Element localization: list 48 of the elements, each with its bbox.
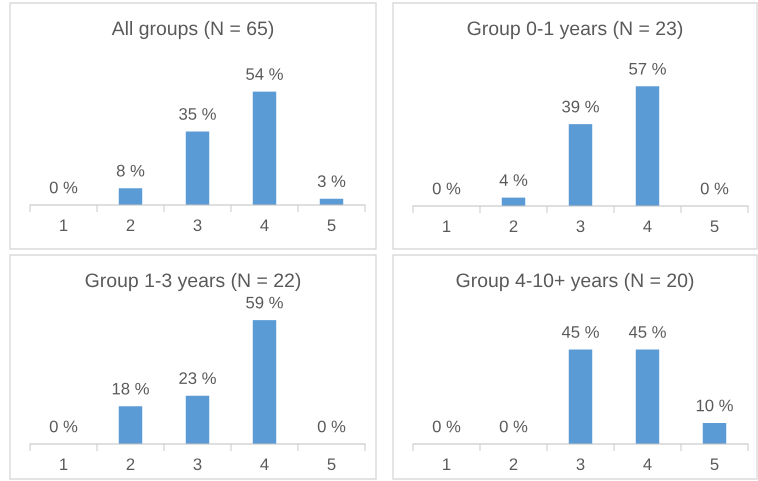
data-label: 23 %	[179, 372, 216, 384]
x-tick-label: 1	[60, 458, 68, 470]
x-tick-label: 4	[643, 458, 652, 470]
data-label: 0 %	[50, 420, 78, 432]
x-tick-label: 2	[510, 220, 518, 232]
x-tick-label: 5	[328, 458, 336, 470]
x-tick-label: 3	[576, 458, 584, 470]
x-tick-label: 1	[443, 458, 450, 470]
chart-title: All groups (N = 65)	[112, 20, 274, 40]
x-tick-label: 4	[260, 220, 269, 231]
data-label: 0 %	[700, 182, 728, 194]
data-label: 59 %	[246, 296, 283, 308]
chart-title: Group 0-1 years (N = 23)	[468, 20, 682, 40]
bar	[118, 188, 142, 205]
data-label: 4 %	[500, 174, 528, 186]
data-label: 39 %	[562, 100, 599, 112]
x-tick-label: 1	[443, 220, 450, 232]
x-tick-label: 2	[126, 219, 134, 231]
x-tick-label: 3	[194, 458, 202, 470]
data-label: 57 %	[629, 62, 666, 75]
x-tick-label: 1	[60, 220, 68, 231]
bar	[186, 132, 210, 205]
x-tick-label: 5	[710, 220, 718, 232]
data-label: 0 %	[50, 182, 78, 194]
chart-title: Group 4-10+ years (N = 20)	[456, 272, 694, 292]
bar	[320, 198, 344, 205]
x-tick-label: 2	[510, 458, 518, 470]
x-tick-label: 4	[260, 458, 269, 470]
data-label: 35 %	[179, 108, 216, 120]
chart-title: Group 1-3 years (N = 22)	[86, 272, 300, 292]
data-label: 45 %	[628, 326, 666, 338]
data-label: 54 %	[246, 68, 283, 80]
x-tick-label: 5	[328, 220, 336, 232]
x-tick-label: 3	[576, 220, 584, 232]
x-tick-label: 4	[643, 220, 652, 232]
data-label: 0 %	[318, 420, 346, 432]
data-label: 45 %	[562, 326, 599, 338]
data-label: 3 %	[318, 175, 346, 188]
data-label: 8 %	[116, 164, 144, 177]
data-label: 0 %	[432, 420, 460, 432]
x-tick-label: 5	[710, 458, 718, 470]
bar	[252, 92, 276, 205]
data-label: 0 %	[500, 420, 528, 432]
data-label: 10 %	[696, 400, 733, 412]
x-tick-label: 3	[194, 219, 202, 232]
data-label: 18 %	[112, 382, 149, 395]
x-tick-label: 2	[126, 458, 134, 470]
data-label: 0 %	[432, 182, 460, 194]
